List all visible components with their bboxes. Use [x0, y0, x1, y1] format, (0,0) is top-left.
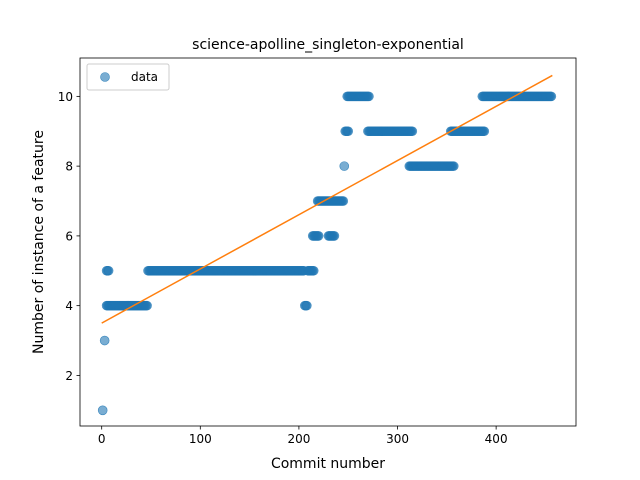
y-tick-label-8: 8 [65, 160, 73, 174]
fit-line [101, 74, 553, 324]
x-tick-label-400: 400 [485, 432, 508, 446]
data-point-4 [103, 265, 114, 276]
data-point-222 [313, 231, 324, 241]
x-axis-ticks: 0 100 200 300 400 [98, 426, 508, 446]
y-tick-label-2: 2 [65, 369, 73, 383]
plot-layer [97, 74, 557, 416]
data-point-0 [97, 405, 108, 416]
data-point-261 [343, 126, 354, 137]
legend: data [86, 63, 170, 91]
data-point-256 [329, 231, 340, 241]
x-tick-label-200: 200 [287, 432, 310, 446]
x-tick-label-0: 0 [98, 432, 106, 446]
legend-marker-data [100, 72, 110, 82]
data-point-249 [338, 196, 349, 206]
y-tick-label-10: 10 [58, 90, 73, 104]
x-tick-label-300: 300 [386, 432, 409, 446]
legend-label-data: data [131, 70, 158, 84]
data-point-208 [301, 300, 312, 311]
data-point-46 [142, 300, 152, 311]
y-axis-ticks: 2 4 6 8 10 [58, 90, 80, 383]
y-tick-label-6: 6 [65, 229, 73, 243]
data-point-1 [99, 335, 110, 346]
x-axis-label: Commit number [271, 456, 385, 472]
data-point-411 [479, 126, 490, 137]
chart-title: science-apolline_singleton-exponential [192, 37, 464, 53]
data-point-376 [448, 161, 459, 171]
x-tick-label-100: 100 [189, 432, 212, 446]
data-point-257 [339, 161, 350, 171]
data-point-482 [546, 91, 557, 102]
y-axis-label: Number of instance of a feature [31, 130, 47, 354]
legend-box [86, 63, 170, 91]
axes-frame [79, 57, 577, 427]
data-point-330 [407, 126, 418, 137]
data-point-284 [364, 91, 374, 102]
y-tick-label-4: 4 [65, 299, 73, 313]
data-point-215 [308, 265, 319, 276]
